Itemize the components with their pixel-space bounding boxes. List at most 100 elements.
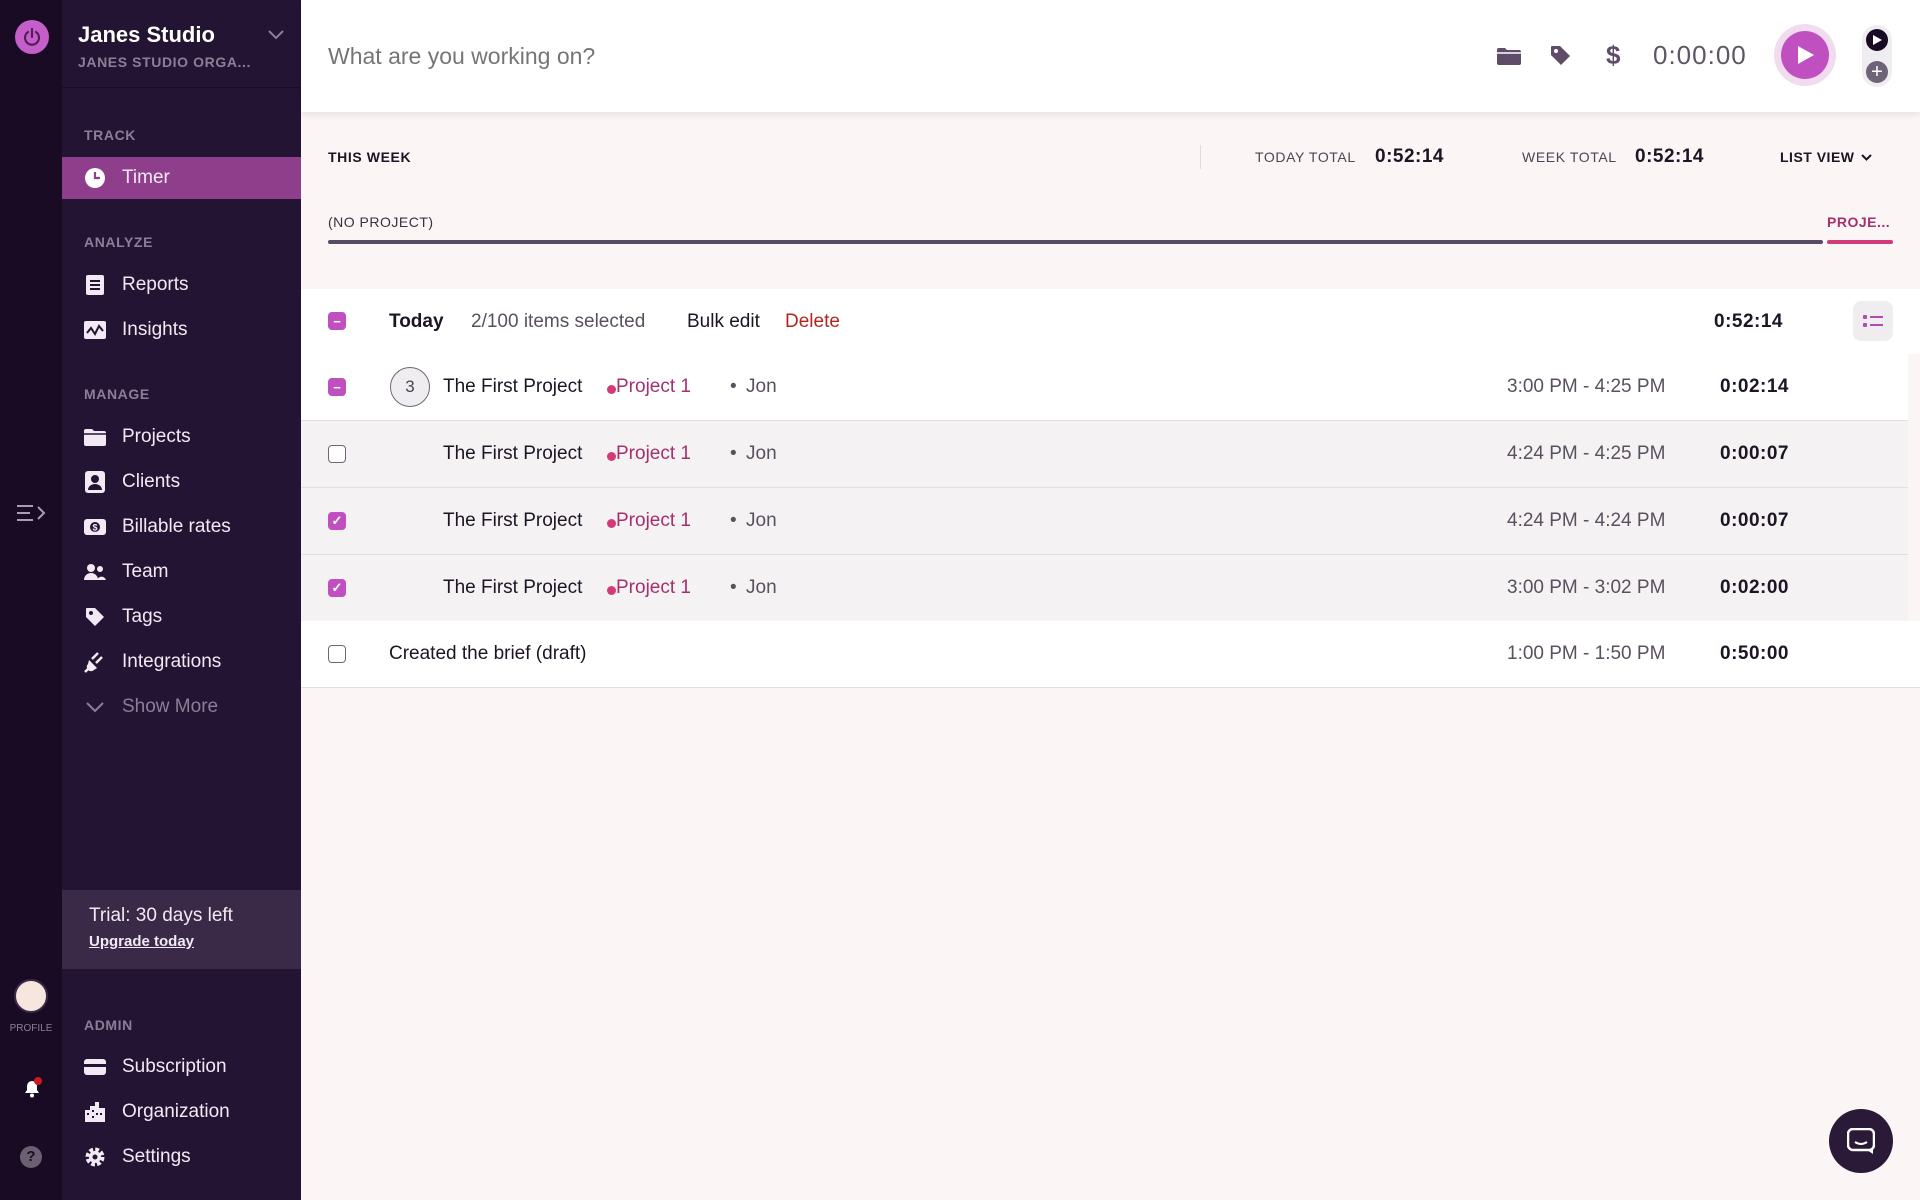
entry-time-range[interactable]: 4:24 PM - 4:25 PM	[1507, 443, 1666, 464]
no-project-label: (NO PROJECT)	[328, 214, 434, 230]
chat-icon	[1847, 1128, 1875, 1154]
project-bar[interactable]	[1827, 240, 1893, 244]
divider	[1200, 145, 1201, 169]
upgrade-link[interactable]: Upgrade today	[89, 933, 195, 950]
clock-icon	[84, 167, 106, 189]
time-entry-row[interactable]: Created the brief (draft) 1:00 PM - 1:50 …	[301, 621, 1920, 688]
entry-user: Jon	[746, 443, 777, 464]
workspace-name: Janes Studio	[78, 22, 215, 47]
view-selector[interactable]: LIST VIEW	[1780, 149, 1872, 165]
sidebar-item-subscription[interactable]: Subscription	[62, 1046, 301, 1088]
start-timer-button[interactable]	[1774, 24, 1836, 86]
sidebar-item-label: Billable rates	[122, 516, 231, 537]
billable-dollar-icon[interactable]: $	[1606, 40, 1621, 70]
time-entry-row[interactable]: ✓ The First Project Project 1 • Jon 4:24 PM -…	[301, 488, 1908, 555]
sidebar-item-organization[interactable]: Organization	[62, 1091, 301, 1133]
entry-project[interactable]: Project 1	[616, 577, 691, 598]
today-total-value: 0:52:14	[1375, 146, 1444, 167]
time-entry-row[interactable]: − 3 The First Project Project 1 • Jon 3:00 PM …	[301, 354, 1908, 421]
client-card-icon	[84, 471, 106, 493]
sidebar-item-clients[interactable]: Clients	[62, 461, 301, 503]
entry-duration[interactable]: 0:02:00	[1720, 577, 1789, 598]
sidebar-item-label: Clients	[122, 471, 181, 492]
timer-display: 0:00:00	[1653, 40, 1747, 70]
manual-mode-plus-icon[interactable]: +	[1866, 61, 1888, 83]
day-label: Today	[389, 311, 444, 332]
sidebar-item-label: Tags	[122, 606, 163, 627]
project-color-dot	[607, 519, 616, 528]
entry-checkbox[interactable]: ✓	[328, 512, 346, 530]
entry-description[interactable]: The First Project	[443, 376, 583, 397]
entry-description[interactable]: The First Project	[443, 577, 583, 598]
sidebar-item-label: Team	[122, 561, 169, 582]
select-all-checkbox[interactable]: −	[328, 312, 346, 330]
entry-user: Jon	[746, 376, 777, 397]
list-icon	[1863, 315, 1883, 327]
project-folder-icon[interactable]	[1497, 47, 1521, 70]
timer-mode-play-icon[interactable]	[1866, 29, 1888, 51]
sidebar-item-projects[interactable]: Projects	[62, 416, 301, 458]
sidebar-item-insights[interactable]: Insights	[62, 309, 301, 351]
toggle-group-view-button[interactable]	[1853, 301, 1893, 341]
expand-sidebar-icon[interactable]	[16, 503, 46, 528]
chat-support-button[interactable]	[1829, 1109, 1893, 1173]
entry-description[interactable]: The First Project	[443, 510, 583, 531]
delete-button[interactable]: Delete	[785, 311, 840, 332]
chevron-down-icon[interactable]	[267, 28, 285, 46]
sidebar-item-settings[interactable]: Settings	[62, 1136, 301, 1178]
time-entry-row[interactable]: The First Project Project 1 • Jon 4:24 PM - …	[301, 421, 1908, 488]
tag-icon	[84, 606, 106, 628]
profile-avatar[interactable]	[14, 979, 48, 1013]
entry-duration[interactable]: 0:02:14	[1720, 376, 1789, 397]
sidebar-item-label: Insights	[122, 319, 188, 340]
help-icon[interactable]: ?	[20, 1146, 42, 1168]
entry-time-range[interactable]: 3:00 PM - 3:02 PM	[1507, 577, 1666, 598]
bulk-edit-button[interactable]: Bulk edit	[687, 311, 760, 332]
sidebar-item-tags[interactable]: Tags	[62, 596, 301, 638]
sidebar-item-label: Projects	[122, 426, 191, 447]
sidebar-item-team[interactable]: Team	[62, 551, 301, 593]
sidebar-item-label: Show More	[122, 696, 219, 717]
entry-duration[interactable]: 0:50:00	[1720, 643, 1789, 664]
power-logo-icon[interactable]	[15, 20, 49, 54]
entry-project[interactable]: Project 1	[616, 443, 691, 464]
entry-checkbox[interactable]	[328, 445, 346, 463]
entry-checkbox[interactable]: ✓	[328, 579, 346, 597]
entry-time-range[interactable]: 4:24 PM - 4:24 PM	[1507, 510, 1666, 531]
project-color-dot	[607, 385, 616, 394]
entry-time-range[interactable]: 1:00 PM - 1:50 PM	[1507, 643, 1666, 664]
entry-project[interactable]: Project 1	[616, 510, 691, 531]
show-more-button[interactable]: Show More	[62, 686, 301, 728]
entry-duration[interactable]: 0:00:07	[1720, 510, 1789, 531]
entry-duration[interactable]: 0:00:07	[1720, 443, 1789, 464]
credit-card-icon	[84, 1056, 106, 1078]
plug-icon	[84, 651, 106, 673]
svg-text:$: $	[92, 523, 97, 533]
sidebar-item-reports[interactable]: Reports	[62, 264, 301, 306]
entry-description[interactable]: The First Project	[443, 443, 583, 464]
time-entry-row[interactable]: ✓ The First Project Project 1 • Jon 3:00 PM -…	[301, 555, 1908, 622]
day-total: 0:52:14	[1714, 311, 1783, 332]
entry-checkbox[interactable]: −	[328, 378, 346, 396]
trial-text: Trial: 30 days left	[89, 905, 233, 926]
group-count-badge[interactable]: 3	[390, 367, 430, 407]
sidebar-item-billable-rates[interactable]: $ Billable rates	[62, 506, 301, 548]
no-project-bar[interactable]	[328, 240, 1823, 244]
notifications-bell-icon[interactable]	[21, 1077, 43, 1104]
sidebar-item-label: Integrations	[122, 651, 222, 672]
play-icon	[1781, 31, 1829, 79]
workspace-switcher[interactable]: Janes Studio JANES STUDIO ORGA...	[62, 0, 301, 88]
sidebar-item-timer[interactable]: Timer	[62, 157, 301, 199]
week-total-label: WEEK TOTAL	[1522, 149, 1617, 165]
entry-user: Jon	[746, 510, 777, 531]
sidebar-item-integrations[interactable]: Integrations	[62, 641, 301, 683]
entry-time-range[interactable]: 3:00 PM - 4:25 PM	[1507, 376, 1666, 397]
tag-icon[interactable]	[1550, 45, 1572, 72]
description-input[interactable]	[328, 36, 1128, 76]
entry-description[interactable]: Created the brief (draft)	[389, 643, 587, 664]
folder-icon	[84, 426, 106, 448]
chevron-down-icon	[84, 696, 106, 718]
entry-project[interactable]: Project 1	[616, 376, 691, 397]
entry-checkbox[interactable]	[328, 645, 346, 663]
workspace-org: JANES STUDIO ORGA...	[78, 54, 252, 70]
